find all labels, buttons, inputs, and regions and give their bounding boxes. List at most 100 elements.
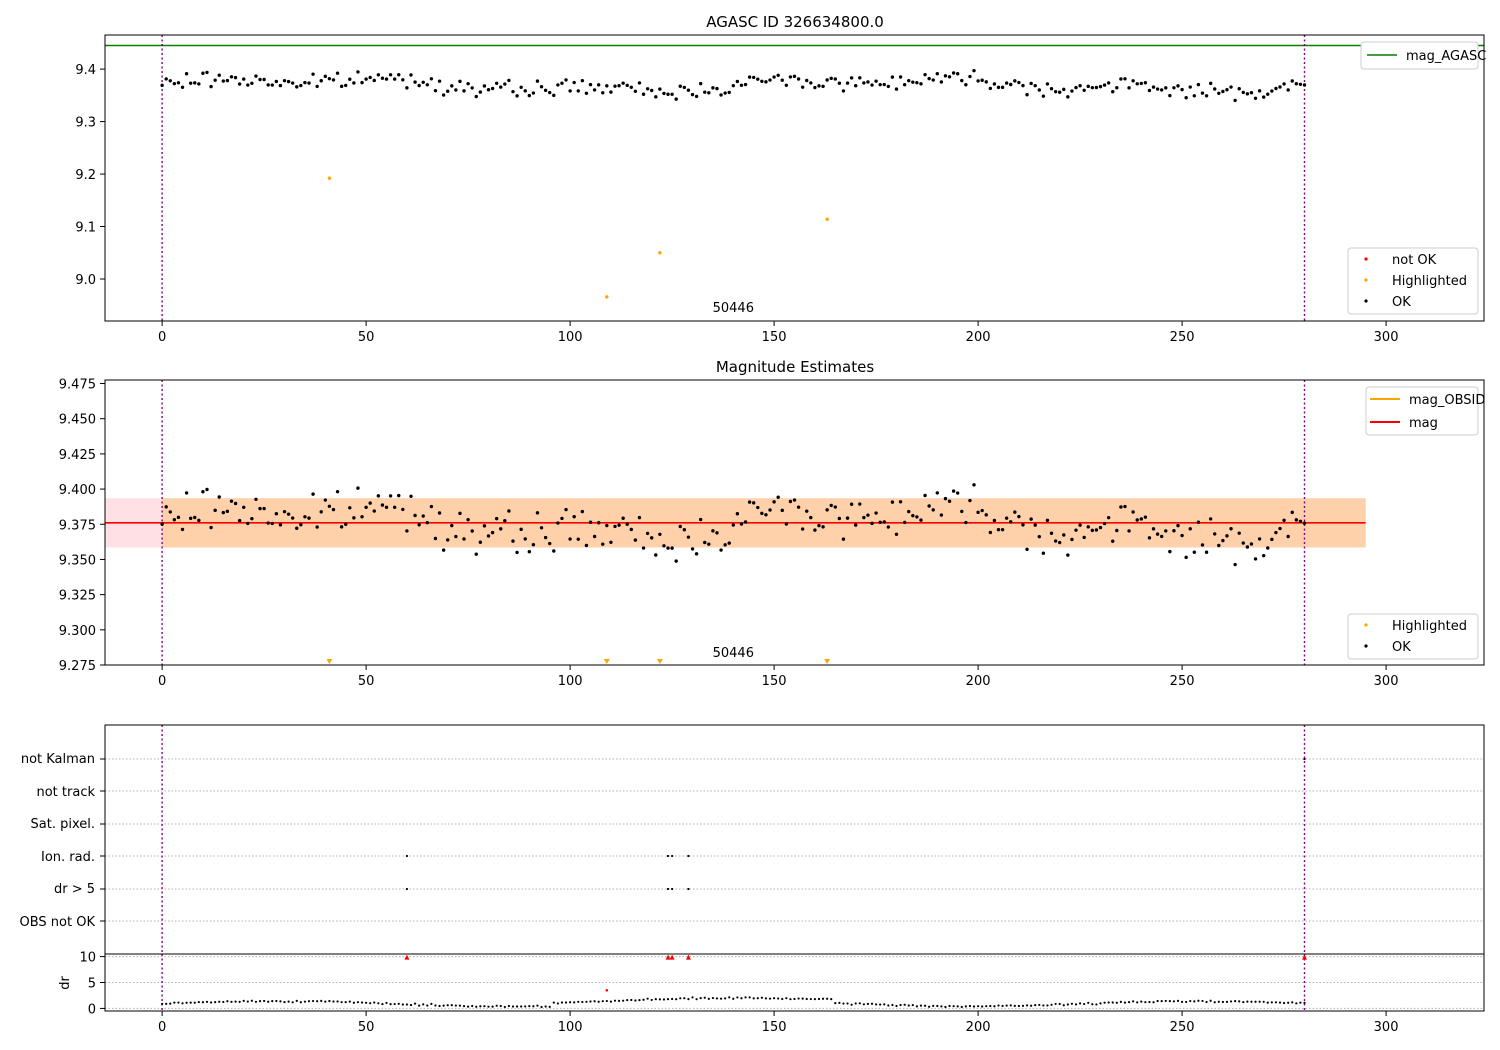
dr-point-61: [409, 1003, 413, 1007]
ok-point-228: [1090, 85, 1095, 90]
ok-point-263: [1233, 562, 1237, 567]
ok-point-209: [1013, 79, 1017, 83]
ok-point-8: [193, 515, 197, 520]
dr-point-78: [479, 1005, 482, 1008]
dr-point-141: [736, 996, 739, 999]
ok-point-50: [364, 505, 368, 510]
flag-point-7: [687, 887, 690, 891]
dr-point-58: [397, 1002, 400, 1005]
dr-point-40: [324, 1000, 327, 1003]
ok-point-263: [1233, 98, 1237, 103]
ok-point-37: [311, 492, 315, 496]
dr-point-263: [1234, 1000, 1237, 1003]
ok-point-254: [1196, 82, 1201, 87]
dr-point-171: [858, 1002, 861, 1005]
ok-point-1: [164, 77, 168, 81]
ok-point-159: [809, 515, 813, 520]
dr-point-5: [181, 1002, 184, 1005]
flag-point-1: [666, 854, 670, 858]
ok-point-86: [511, 89, 515, 94]
legend-top: mag_OBSID mag: [1365, 386, 1485, 436]
ok-point-160: [813, 85, 817, 90]
ok-point-58: [397, 493, 401, 498]
ok-point-46: [348, 77, 352, 81]
ok-point-226: [1082, 88, 1086, 92]
ok-point-28: [274, 511, 279, 516]
ok-point-34: [299, 83, 303, 88]
dr-point-159: [809, 997, 812, 1001]
ok-point-275: [1282, 82, 1286, 86]
ok-point-132: [698, 81, 703, 86]
dr-point-261: [1225, 1000, 1229, 1003]
ok-point-105: [588, 520, 593, 524]
dr-clipped-marker-1: [665, 954, 671, 960]
ok-point-231: [1102, 83, 1107, 87]
ok-point-181: [898, 500, 903, 504]
ok-point-3: [172, 81, 177, 86]
dr-panel: 0 50 100 150 200 250 300 0 5 10 dr: [58, 951, 1485, 1035]
dr-point-24: [258, 1000, 262, 1003]
ok-point-258: [1213, 87, 1217, 91]
ok-point-42: [331, 78, 336, 82]
ok-point-13: [213, 508, 217, 513]
ok-point-245: [1159, 88, 1164, 92]
ok-point-89: [523, 537, 527, 541]
ok-point-24: [258, 506, 262, 511]
ok-point-176: [878, 520, 882, 525]
ok-point-96: [552, 549, 556, 553]
ok-point-81: [490, 86, 495, 91]
dr-point-95: [548, 1005, 551, 1008]
ok-point-92: [535, 79, 540, 83]
dr-point-157: [801, 997, 804, 1000]
dr-point-198: [968, 1004, 972, 1008]
ok-point-14: [217, 73, 221, 77]
x-tick-200: 200: [966, 674, 991, 689]
ok-point-82: [494, 516, 499, 521]
ok-point-81: [490, 530, 495, 535]
ok-point-260: [1221, 89, 1225, 94]
ok-point-33: [295, 526, 299, 530]
dr-point-71: [450, 1004, 453, 1007]
dr-point-273: [1274, 1001, 1278, 1004]
dr-point-172: [862, 1003, 865, 1006]
ok-point-150: [772, 500, 776, 504]
dr-point-210: [1017, 1004, 1020, 1008]
ok-point-167: [841, 89, 846, 93]
ok-point-158: [805, 78, 809, 83]
ok-point-39: [319, 510, 323, 514]
ok-point-57: [392, 77, 397, 81]
ok-point-59: [401, 78, 405, 82]
flag-label-sat-pixel: Sat. pixel.: [31, 817, 95, 832]
dr-point-120: [650, 998, 653, 1002]
ok-point-204: [992, 518, 997, 523]
dr-point-164: [830, 998, 833, 1001]
dr-point-205: [997, 1004, 1000, 1007]
dr-point-102: [577, 1000, 580, 1003]
dr-point-233: [1111, 1001, 1114, 1004]
ok-point-210: [1017, 514, 1021, 519]
ok-point-114: [625, 83, 629, 88]
ok-point-208: [1009, 520, 1013, 524]
ok-point-56: [388, 73, 393, 77]
ok-point-84: [503, 82, 507, 86]
dr-point-88: [520, 1005, 523, 1008]
ok-point-212: [1025, 547, 1029, 552]
dr-point-195: [956, 1005, 959, 1008]
ok-point-111: [613, 84, 617, 88]
ok-point-87: [515, 94, 519, 98]
dr-point-163: [826, 997, 829, 1000]
ok-point-214: [1033, 523, 1037, 527]
flag-point-2: [671, 854, 674, 858]
dr-point-47: [352, 1001, 355, 1004]
ok-point-15: [221, 79, 226, 83]
ok-point-193: [947, 499, 952, 503]
ok-point-13: [213, 78, 217, 82]
x-tick-150: 150: [762, 1020, 787, 1035]
ok-point-143: [743, 82, 748, 87]
ok-point-153: [784, 83, 789, 87]
dr-point-167: [842, 1002, 845, 1005]
ok-point-256: [1204, 94, 1209, 98]
ok-point-124: [666, 546, 670, 550]
ok-point-249: [1176, 84, 1180, 88]
ok-point-201: [980, 508, 984, 513]
